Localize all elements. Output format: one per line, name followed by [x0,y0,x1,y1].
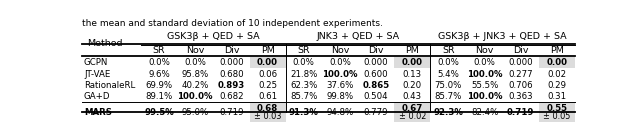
Text: 40.2%: 40.2% [182,81,209,90]
Text: 100.0%: 100.0% [467,70,502,79]
Text: 0.600: 0.600 [364,70,388,79]
Text: 5.4%: 5.4% [438,70,460,79]
Text: Div: Div [369,46,384,55]
Text: 0.706: 0.706 [508,81,533,90]
Text: 0.68: 0.68 [257,105,278,113]
Text: GA+D: GA+D [84,92,111,101]
Text: 0.0%: 0.0% [293,58,315,67]
Text: 0.0%: 0.0% [329,58,351,67]
Text: 89.1%: 89.1% [145,92,173,101]
Text: 0.000: 0.000 [219,58,244,67]
Text: 0.61: 0.61 [258,92,277,101]
Text: Div: Div [223,46,239,55]
Bar [394,57,430,68]
Text: Nov: Nov [476,46,494,55]
Text: 0.865: 0.865 [362,81,390,90]
Text: 100.0%: 100.0% [467,92,502,101]
Text: 69.9%: 69.9% [145,81,173,90]
Text: JNK3 + QED + SA: JNK3 + QED + SA [316,32,399,41]
Text: 0.277: 0.277 [508,70,533,79]
Text: PM: PM [550,46,564,55]
Text: the mean and standard deviation of 10 independent experiments.: the mean and standard deviation of 10 in… [83,19,383,28]
Text: 99.5%: 99.5% [144,108,174,117]
Text: 0.719: 0.719 [507,108,534,117]
Text: SR: SR [153,46,165,55]
Text: 85.7%: 85.7% [290,92,317,101]
Text: 55.5%: 55.5% [471,81,499,90]
Text: 0.31: 0.31 [547,92,566,101]
Bar [539,57,575,68]
Text: Div: Div [513,46,529,55]
Bar [250,103,285,122]
Text: 0.55: 0.55 [547,105,568,113]
Text: 0.000: 0.000 [508,58,533,67]
Text: 0.504: 0.504 [364,92,388,101]
Text: Method: Method [87,39,123,48]
Text: 95.0%: 95.0% [182,108,209,117]
Bar [394,103,430,122]
Text: GSK3β + QED + SA: GSK3β + QED + SA [167,32,260,41]
Text: GSK3β + JNK3 + QED + SA: GSK3β + JNK3 + QED + SA [438,32,567,41]
Text: 0.680: 0.680 [219,70,244,79]
Text: 0.00: 0.00 [547,58,568,67]
Text: 0.02: 0.02 [547,70,566,79]
Text: 37.6%: 37.6% [326,81,354,90]
Text: RationaleRL: RationaleRL [84,81,135,90]
Text: PM: PM [260,46,275,55]
Bar [250,57,285,68]
Text: 94.8%: 94.8% [326,108,353,117]
Text: 91.3%: 91.3% [289,108,319,117]
Text: 0.719: 0.719 [219,108,244,117]
Text: 0.00: 0.00 [257,58,278,67]
Text: 0.000: 0.000 [364,58,388,67]
Text: 9.6%: 9.6% [148,70,170,79]
Bar [539,103,575,122]
Text: MARS: MARS [84,108,112,117]
Text: 0.67: 0.67 [401,105,423,113]
Text: 0.682: 0.682 [219,92,244,101]
Text: ± 0.02: ± 0.02 [399,112,426,121]
Text: SR: SR [442,46,455,55]
Text: SR: SR [298,46,310,55]
Text: Nov: Nov [331,46,349,55]
Text: 0.779: 0.779 [364,108,388,117]
Text: 0.0%: 0.0% [184,58,206,67]
Text: GCPN: GCPN [84,58,108,67]
Text: 0.06: 0.06 [258,70,277,79]
Text: 100.0%: 100.0% [322,70,358,79]
Text: 75.0%: 75.0% [435,81,462,90]
Text: 95.8%: 95.8% [182,70,209,79]
Text: 85.7%: 85.7% [435,92,462,101]
Text: 62.3%: 62.3% [290,81,317,90]
Text: 0.893: 0.893 [218,81,245,90]
Text: 99.8%: 99.8% [326,92,353,101]
Text: 0.0%: 0.0% [474,58,495,67]
Text: 0.43: 0.43 [403,92,422,101]
Text: 0.25: 0.25 [258,81,277,90]
Text: 21.8%: 21.8% [290,70,317,79]
Text: 100.0%: 100.0% [177,92,213,101]
Text: Nov: Nov [186,46,204,55]
Text: 92.3%: 92.3% [433,108,463,117]
Text: JT-VAE: JT-VAE [84,70,110,79]
Text: 0.363: 0.363 [508,92,533,101]
Text: PM: PM [405,46,419,55]
Text: 82.4%: 82.4% [471,108,499,117]
Text: 0.29: 0.29 [547,81,566,90]
Text: 0.0%: 0.0% [148,58,170,67]
Text: 0.13: 0.13 [403,70,422,79]
Text: 0.00: 0.00 [402,58,423,67]
Text: 0.20: 0.20 [403,81,422,90]
Text: ± 0.05: ± 0.05 [543,112,571,121]
Text: ± 0.03: ± 0.03 [254,112,281,121]
Text: 0.0%: 0.0% [438,58,460,67]
